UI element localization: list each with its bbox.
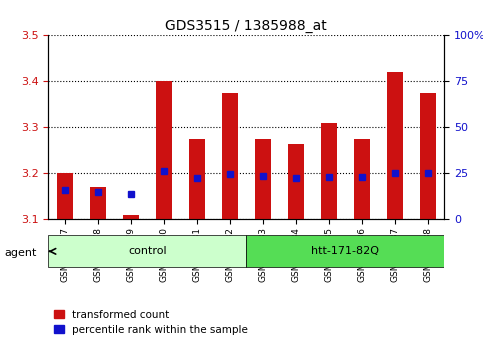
Bar — [188, 139, 205, 219]
Bar — [222, 93, 238, 219]
Bar — [386, 72, 403, 219]
Bar — [89, 187, 106, 219]
Bar — [255, 139, 271, 219]
FancyBboxPatch shape — [48, 235, 246, 267]
Legend: transformed count, percentile rank within the sample: transformed count, percentile rank withi… — [54, 310, 248, 335]
Bar — [354, 139, 370, 219]
Text: htt-171-82Q: htt-171-82Q — [312, 246, 379, 256]
Bar — [123, 215, 139, 219]
Text: agent: agent — [5, 248, 37, 258]
Bar — [287, 143, 304, 219]
Text: control: control — [128, 246, 167, 256]
Bar — [57, 173, 73, 219]
FancyBboxPatch shape — [246, 235, 444, 267]
Bar — [420, 93, 436, 219]
Title: GDS3515 / 1385988_at: GDS3515 / 1385988_at — [166, 19, 327, 33]
Bar — [156, 81, 172, 219]
Bar — [321, 123, 337, 219]
